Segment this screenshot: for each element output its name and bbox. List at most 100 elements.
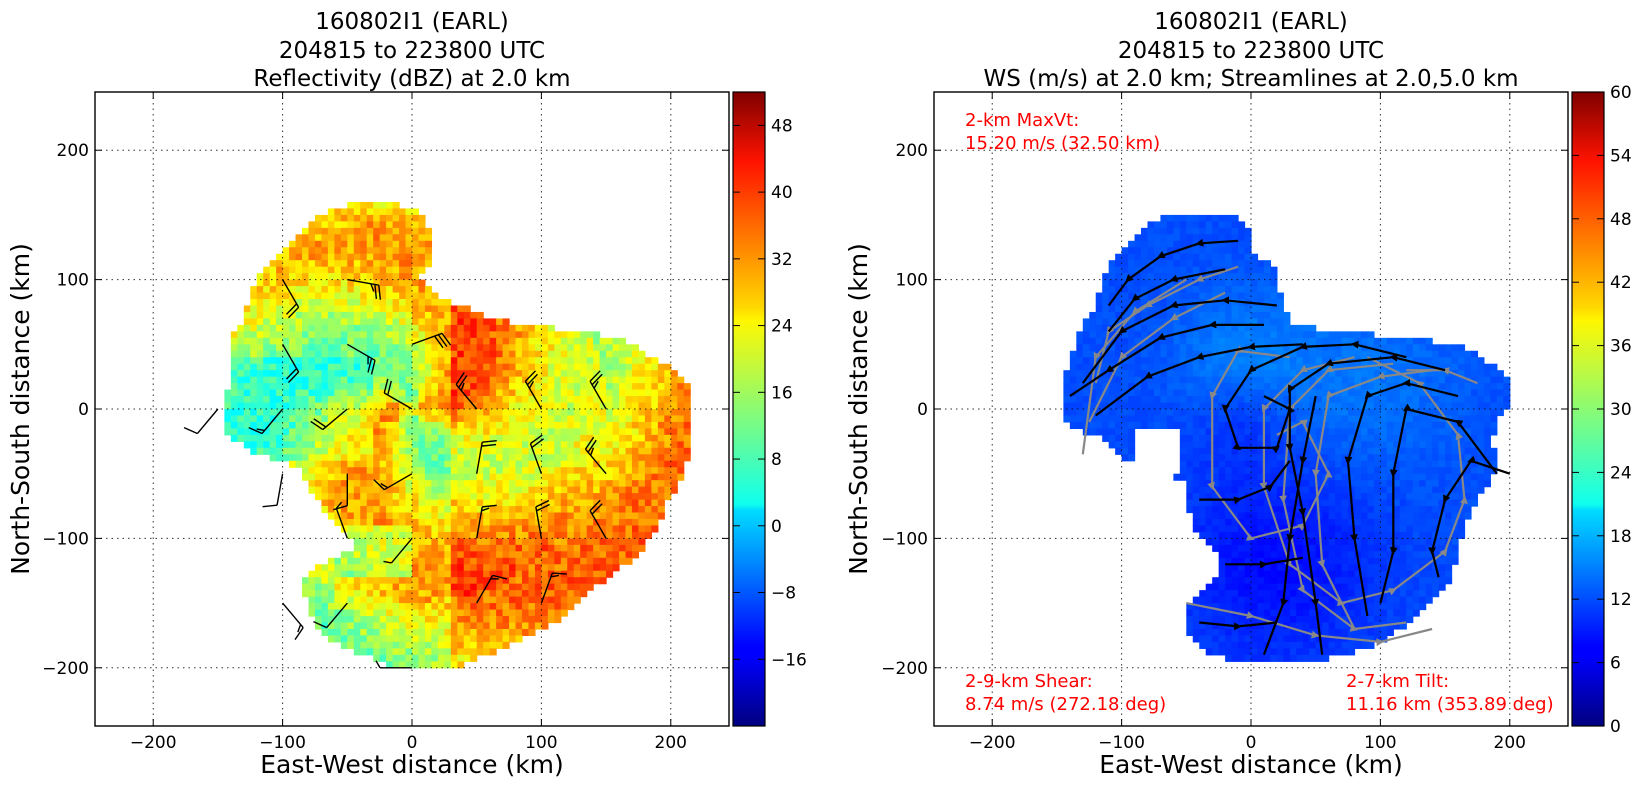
wind-barb [535, 499, 550, 539]
wind-barb [383, 537, 413, 564]
colorbar-tick-label: −8 [771, 584, 796, 604]
y-axis-label: North-South distance (km) [844, 243, 873, 575]
colorbar-tick-label: 60 [1610, 83, 1632, 103]
tilt-annotation-line-1: 2-7-km Tilt: [1346, 671, 1449, 692]
colorbar-tick-label: 30 [1610, 400, 1632, 420]
streamlines [1069, 238, 1511, 656]
reflectivity-panel: 160802I1 (EARL) 204815 to 223800 UTC Ref… [6, 9, 807, 779]
colorbar-tick-label: 24 [771, 317, 793, 337]
axis-ticks: −200 −100 0 100 200 −200 −100 0 100 200 [42, 92, 729, 753]
colorbar-tick-label: −16 [771, 650, 807, 670]
x-axis-label: East-West distance (km) [260, 750, 564, 779]
maxvt-annotation-line-1: 2-km MaxVt: [965, 110, 1079, 131]
colorbar-tick-label: 0 [771, 517, 782, 537]
wind-barb [333, 473, 349, 511]
colorbar-ticks: 0 6 12 18 24 30 36 42 48 54 60 [1572, 83, 1632, 737]
wind-barb [310, 408, 348, 431]
shear-annotation-line-2: 8.74 m/s (272.18 deg) [965, 694, 1166, 715]
shear-annotation-line-1: 2-9-km Shear: [965, 671, 1093, 692]
wind-barb [347, 278, 382, 300]
wind-barb [476, 574, 507, 604]
x-tick-label: 0 [407, 733, 418, 753]
x-tick-label: 100 [525, 733, 557, 753]
wind-barb [346, 343, 376, 375]
x-tick-label: −100 [259, 733, 306, 753]
colorbar-tick-label: 54 [1610, 146, 1632, 166]
colorbar-tick-label: 36 [1610, 337, 1632, 357]
wind-barb [589, 370, 607, 410]
streamline-2km [1225, 556, 1303, 569]
y-tick-label: 0 [917, 400, 928, 420]
streamline-2km [1107, 238, 1239, 307]
grid-lines [95, 92, 729, 726]
y-tick-label: −200 [42, 659, 89, 679]
y-tick-label: −200 [881, 659, 928, 679]
wind-barb [183, 408, 219, 435]
colorbar-tick-label: 16 [771, 383, 793, 403]
wind-barb [282, 279, 300, 319]
y-tick-label: 0 [78, 400, 89, 420]
wind-barb [584, 436, 607, 475]
colorbar-tick-label: 24 [1610, 463, 1632, 483]
colorbar-tick-label: 48 [771, 116, 793, 136]
x-tick-label: −200 [969, 733, 1016, 753]
colorbar-tick-label: 48 [1610, 210, 1632, 230]
x-tick-label: 200 [655, 733, 687, 753]
panel-title-line-2: 204815 to 223800 UTC [1118, 38, 1384, 64]
wind-barb [476, 439, 497, 474]
panel-title-line-1: 160802I1 (EARL) [315, 9, 509, 35]
colorbar-tick-label: 40 [771, 183, 793, 203]
streamline-2km [1069, 320, 1264, 398]
panel-title-line-1: 160802I1 (EARL) [1154, 9, 1348, 35]
streamline-5km [1186, 602, 1433, 647]
panel-title-line-3: Reflectivity (dBZ) at 2.0 km [253, 66, 570, 92]
colorbar-ticks: −16 −8 0 8 16 24 32 40 48 [733, 116, 807, 670]
wind-barb [540, 572, 567, 604]
x-tick-label: 100 [1364, 733, 1396, 753]
y-tick-label: 100 [57, 271, 89, 291]
colorbar-tick-label: 6 [1610, 654, 1621, 674]
axis-ticks: −200 −100 0 100 200 −200 −100 0 100 200 [881, 92, 1568, 753]
wind-barb [383, 378, 413, 410]
wind-barb [524, 370, 542, 410]
panel-title-line-3: WS (m/s) at 2.0 km; Streamlines at 2.0,5… [983, 66, 1518, 92]
x-tick-label: −100 [1098, 733, 1145, 753]
x-tick-label: 200 [1494, 733, 1526, 753]
wind-barb [262, 473, 284, 508]
x-tick-label: −200 [130, 733, 177, 753]
colorbar [732, 91, 766, 727]
wind-barb [248, 408, 284, 435]
streamline-2km [1199, 621, 1278, 631]
streamline-2km [1199, 460, 1291, 505]
wind-barb [313, 602, 348, 629]
y-tick-label: 100 [896, 271, 928, 291]
wind-barb [335, 501, 348, 539]
panel-title-line-2: 204815 to 223800 UTC [279, 38, 545, 64]
y-tick-label: 200 [896, 141, 928, 161]
x-axis-label: East-West distance (km) [1099, 750, 1403, 779]
colorbar-tick-label: 42 [1610, 273, 1632, 293]
wind-barb [282, 343, 300, 383]
wind-barbs [183, 278, 607, 669]
colorbar-tick-label: 0 [1610, 717, 1621, 737]
streamline-2km [1262, 395, 1317, 656]
wind-speed-panel: 160802I1 (EARL) 204815 to 223800 UTC WS … [844, 9, 1632, 779]
y-tick-label: 200 [57, 141, 89, 161]
y-axis-label: North-South distance (km) [6, 243, 35, 575]
streamline-2km [1428, 455, 1511, 578]
x-tick-label: 0 [1246, 733, 1257, 753]
y-tick-label: −100 [881, 529, 928, 549]
wind-barb [476, 504, 497, 539]
streamline-2km [1344, 378, 1459, 617]
wind-barb [411, 332, 452, 349]
reflectivity-field [224, 201, 691, 669]
tilt-annotation-line-2: 11.16 km (353.89 deg) [1346, 694, 1554, 715]
wind-barb [373, 473, 413, 491]
colorbar-tick-label: 18 [1610, 527, 1632, 547]
streamline-2km [1285, 353, 1446, 655]
colorbar-tick-label: 8 [771, 450, 782, 470]
streamline-2km [1379, 403, 1498, 604]
maxvt-annotation-line-2: 15.20 m/s (32.50 km) [965, 133, 1160, 154]
wind-barb [455, 372, 478, 410]
